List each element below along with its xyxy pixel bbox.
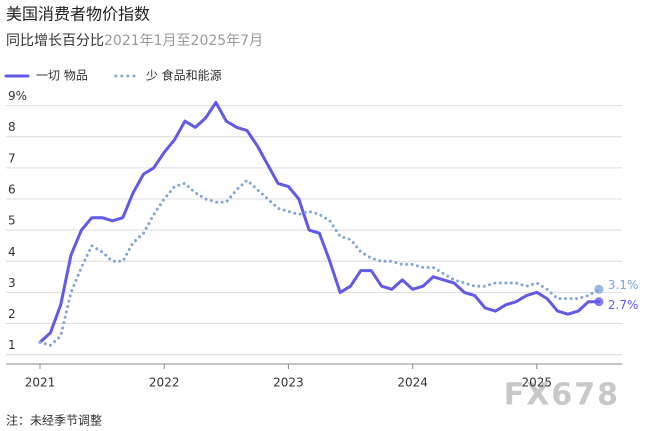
y-tick-label: 2 [8, 307, 16, 321]
note: 注：未经季节调整 [6, 413, 102, 428]
legend-item: 一切 物品 [4, 69, 88, 83]
x-tick-label: 2022 [149, 376, 180, 390]
x-tick-label: 2021 [25, 376, 56, 390]
y-tick-label: 3 [8, 276, 16, 290]
y-tick-label: 7 [8, 151, 16, 165]
x-tick-label: 2025 [522, 376, 553, 390]
legend-label: 少 食品和能源 [146, 68, 222, 83]
legend-item: 少 食品和能源 [114, 68, 222, 83]
legend-label: 一切 物品 [36, 69, 88, 83]
end-label: 2.7% [608, 298, 639, 312]
y-tick-label: 1 [8, 338, 16, 352]
watermark: FX678 [504, 378, 620, 413]
series-line [38, 101, 601, 344]
end-point [594, 284, 604, 294]
chart-subtitle: 同比增长百分比2021年1月至2025年7月 [6, 33, 263, 49]
series-line [38, 178, 601, 347]
subtitle-main: 同比增长百分比 [6, 33, 104, 49]
y-tick-label: 8 [8, 120, 16, 134]
y-tick-label: 6 [8, 182, 16, 196]
subtitle-range: 2021年1月至2025年7月 [104, 33, 263, 49]
y-tick-label: 9% [8, 89, 27, 103]
y-tick-label: 4 [8, 245, 16, 259]
x-tick-label: 2024 [397, 376, 428, 390]
end-label: 3.1% [608, 278, 639, 292]
end-point [594, 297, 604, 307]
x-tick-label: 2023 [273, 376, 304, 390]
y-tick-label: 5 [8, 214, 16, 228]
chart-title: 美国消费者物价指数 [6, 5, 150, 24]
